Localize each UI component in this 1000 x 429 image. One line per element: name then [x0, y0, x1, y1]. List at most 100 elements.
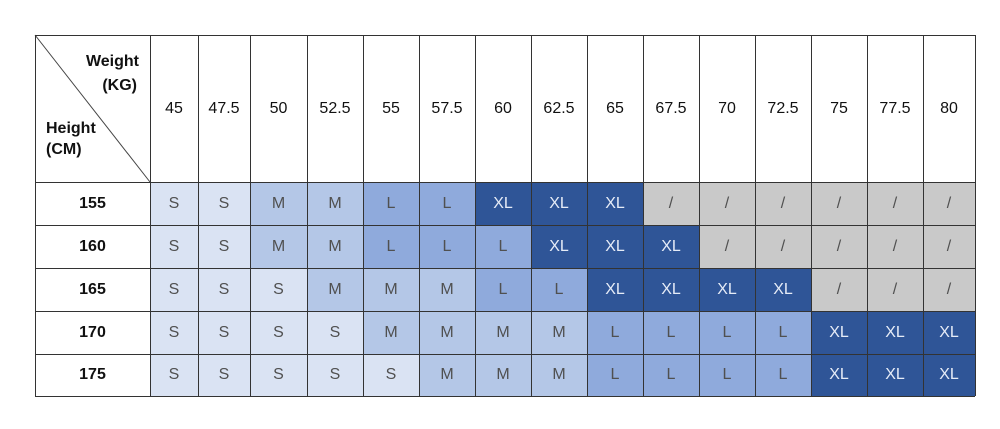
size-cell: / [755, 225, 811, 268]
weight-header: 67.5 [655, 99, 687, 117]
weight-header: 52.5 [319, 99, 351, 117]
size-cell: M [307, 225, 363, 268]
weight-header: 50 [269, 99, 288, 117]
size-cell: M [419, 354, 475, 396]
size-cell: / [643, 182, 699, 225]
height-cell: 155 [79, 194, 106, 212]
size-cell: / [811, 268, 867, 311]
size-cell: / [811, 225, 867, 268]
size-cell: M [307, 268, 363, 311]
size-cell: XL [587, 182, 643, 225]
size-cell: L [475, 268, 531, 311]
size-cell: XL [587, 268, 643, 311]
weight-label: Weight [85, 53, 139, 70]
size-cell: L [755, 354, 811, 396]
size-cell: L [419, 225, 475, 268]
size-cell: / [755, 182, 811, 225]
size-cell: / [867, 182, 923, 225]
size-cell: XL [923, 354, 975, 396]
weight-header: 75 [830, 99, 848, 117]
size-cell: / [923, 182, 975, 225]
size-cell: S [250, 268, 307, 311]
height-label: Height [46, 120, 96, 137]
size-cell: / [811, 182, 867, 225]
size-cell: M [531, 311, 587, 354]
size-cell: M [475, 354, 531, 396]
size-cell: XL [755, 268, 811, 311]
size-cell: S [307, 311, 363, 354]
size-cell: S [198, 268, 250, 311]
weight-header: 77.5 [879, 99, 911, 117]
size-cell: XL [867, 311, 923, 354]
size-cell: L [643, 311, 699, 354]
weight-header: 60 [494, 99, 512, 117]
size-cell: S [150, 354, 198, 396]
size-cell: / [699, 225, 755, 268]
size-cell: XL [811, 311, 867, 354]
size-cell: S [150, 268, 198, 311]
size-cell: S [198, 311, 250, 354]
size-cell: M [363, 311, 419, 354]
weight-header: 57.5 [431, 99, 463, 117]
size-cell: L [587, 354, 643, 396]
size-cell: L [587, 311, 643, 354]
size-cell: XL [531, 182, 587, 225]
height-cell: 175 [79, 366, 106, 383]
size-cell: S [150, 182, 198, 225]
size-cell: L [643, 354, 699, 396]
size-cell: XL [811, 354, 867, 396]
weight-header: 72.5 [767, 99, 799, 117]
size-cell: S [250, 354, 307, 396]
size-cell: M [363, 268, 419, 311]
weight-header: 55 [382, 99, 400, 117]
weight-unit: (KG) [102, 77, 137, 94]
height-unit: (CM) [46, 141, 82, 158]
size-cell: M [419, 311, 475, 354]
size-cell: S [198, 182, 250, 225]
size-cell: XL [643, 268, 699, 311]
size-cell: S [150, 225, 198, 268]
height-cell: 170 [79, 323, 106, 341]
size-cell: S [198, 225, 250, 268]
size-cell: XL [531, 225, 587, 268]
size-cell: S [250, 311, 307, 354]
size-cell: / [923, 225, 975, 268]
diagonal [34, 34, 151, 183]
size-cell: XL [587, 225, 643, 268]
size-cell: / [867, 225, 923, 268]
size-cell: L [363, 182, 419, 225]
size-cell: L [363, 225, 419, 268]
size-cell: / [699, 182, 755, 225]
size-cell: L [755, 311, 811, 354]
weight-header: 47.5 [208, 99, 240, 117]
weight-header: 65 [606, 99, 624, 117]
size-cell: L [475, 225, 531, 268]
size-cell: S [150, 311, 198, 354]
size-cell: M [250, 182, 307, 225]
size-cell: S [198, 354, 250, 396]
size-cell: XL [475, 182, 531, 225]
size-cell: M [250, 225, 307, 268]
size-cell: S [307, 354, 363, 396]
weight-header: 62.5 [543, 99, 575, 117]
size-cell: M [475, 311, 531, 354]
size-cell: S [363, 354, 419, 396]
size-cell: L [699, 311, 755, 354]
size-cell: M [531, 354, 587, 396]
size-cell: M [307, 182, 363, 225]
size-cell: XL [699, 268, 755, 311]
size-cell: L [531, 268, 587, 311]
height-cell: 165 [79, 280, 106, 298]
weight-header: 80 [940, 99, 958, 117]
height-cell: 160 [79, 237, 106, 255]
size-cell: L [419, 182, 475, 225]
size-cell: XL [867, 354, 923, 396]
size-cell: L [699, 354, 755, 396]
size-cell: / [923, 268, 975, 311]
size-cell: / [867, 268, 923, 311]
size-cell: XL [923, 311, 975, 354]
weight-header: 70 [718, 99, 736, 117]
size-cell: XL [643, 225, 699, 268]
